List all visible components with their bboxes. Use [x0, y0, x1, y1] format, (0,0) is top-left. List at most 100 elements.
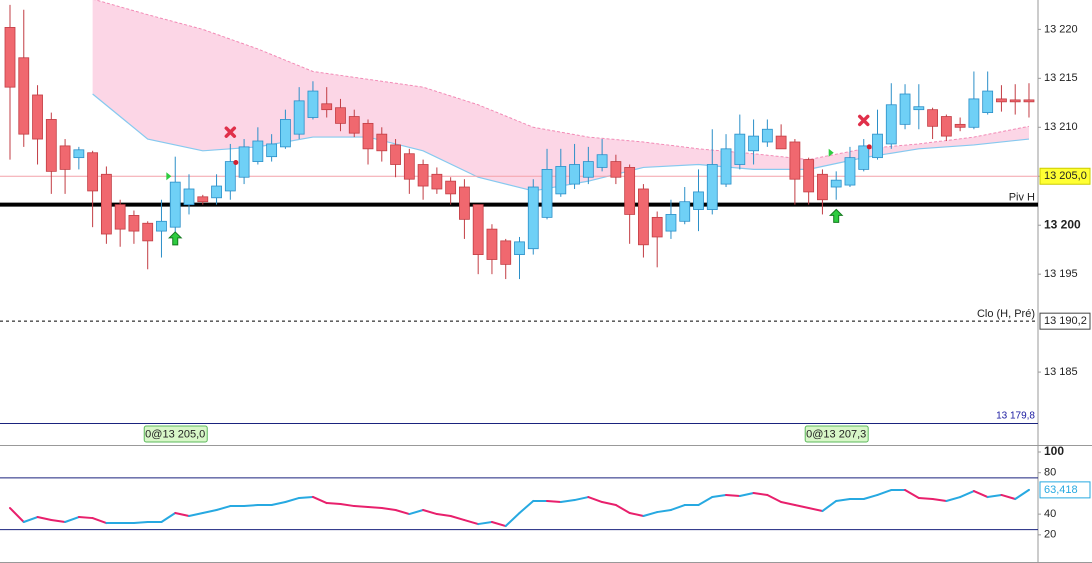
candle-body: [720, 148, 732, 185]
candle-body: [335, 107, 346, 124]
candle-body: [996, 98, 1007, 103]
candle-body: [830, 179, 842, 188]
rsi-tick-label: 100: [1044, 444, 1064, 458]
rsi-value-label: 63,418: [1044, 484, 1078, 496]
candle-body: [858, 145, 870, 170]
rsi-segment: [449, 514, 466, 522]
y-tick-label: 13 210: [1044, 121, 1078, 133]
scale-min-label: 13 179,8: [996, 411, 1035, 422]
rsi-segment: [793, 504, 810, 510]
candle-body: [348, 116, 360, 134]
y-tick-label: 13 185: [1044, 366, 1078, 378]
candle-body: [114, 204, 126, 230]
rsi-segment: [160, 511, 177, 523]
rsi-segment: [298, 495, 314, 499]
candle-body: [169, 181, 181, 228]
candle-body: [555, 166, 567, 195]
rsi-segment: [504, 511, 521, 528]
candle-body: [651, 216, 663, 238]
signal-triangle: [166, 172, 172, 181]
candle-body: [100, 173, 112, 235]
trade-label: 0@13 205,0: [145, 428, 205, 440]
buy-arrow: [828, 208, 844, 223]
candle-body: [293, 100, 305, 135]
candle-body: [789, 141, 801, 180]
candle-body: [403, 153, 415, 180]
candle-body: [775, 135, 787, 150]
y-tick-label: 13 195: [1044, 268, 1078, 280]
y-tick-label: 13 220: [1044, 23, 1078, 35]
rsi-segment: [435, 513, 452, 517]
candle-body: [913, 106, 925, 111]
rsi-segment: [284, 496, 301, 504]
candle-body: [18, 57, 30, 135]
rsi-segment: [174, 511, 191, 517]
rsi-segment: [463, 519, 480, 526]
candle-body: [610, 161, 622, 178]
band-upper: [94, 0, 1030, 161]
rsi-segment: [752, 492, 769, 496]
rsi-segment: [64, 516, 80, 523]
candle-body: [376, 133, 388, 152]
rsi-segment: [91, 517, 108, 525]
rsi-segment: [339, 502, 356, 508]
candle-body: [968, 98, 980, 128]
rsi-segment: [642, 511, 659, 517]
candle-body: [954, 123, 966, 128]
rsi-segment: [656, 508, 672, 514]
candle-body: [1023, 99, 1035, 103]
rsi-segment: [835, 498, 851, 502]
rsi-segment: [243, 504, 259, 508]
rsi-segment: [669, 504, 686, 511]
rsi-segment: [986, 493, 1003, 499]
price-line-name: Clo (H, Pré): [977, 308, 1035, 320]
rsi-segment: [862, 493, 879, 501]
candle-body: [59, 145, 71, 170]
rsi-segment: [766, 493, 783, 504]
rsi-segment: [904, 489, 920, 499]
rsi-segment: [50, 519, 67, 523]
candle-body: [899, 93, 911, 125]
candle-body: [803, 159, 815, 193]
buy-arrow: [168, 231, 183, 246]
candle-body: [748, 135, 759, 152]
candle-body: [45, 119, 57, 172]
candle-body: [224, 161, 236, 192]
rsi-segment: [518, 499, 535, 514]
y-tick-label: 13 215: [1044, 72, 1078, 84]
trade-box: [804, 425, 869, 443]
candle-body: [817, 173, 828, 201]
rsi-segment: [490, 520, 507, 528]
signal-dot: [233, 160, 239, 166]
rsi-segment: [546, 499, 562, 504]
trade-box: [143, 425, 208, 443]
rsi-segment: [711, 493, 728, 499]
rsi-segment: [215, 505, 232, 511]
candle-body: [500, 240, 512, 265]
price-line-name: Piv H: [1009, 192, 1035, 204]
candle-body: [252, 140, 264, 162]
rsi-segment: [394, 508, 411, 516]
candle-body: [183, 188, 195, 206]
rsi-segment: [311, 495, 328, 505]
rsi-segment: [807, 507, 824, 513]
rsi-segment: [587, 496, 604, 504]
rsi-segment: [36, 516, 53, 522]
rsi-segment: [614, 504, 631, 514]
candle-body: [472, 204, 484, 255]
rsi-segment: [972, 490, 989, 499]
rsi-segment: [959, 490, 975, 499]
candle-body: [679, 201, 691, 222]
candle-body: [734, 133, 746, 165]
rsi-segment: [380, 507, 397, 511]
rsi-segment: [738, 492, 755, 498]
rsi-tick-label: 20: [1044, 529, 1056, 541]
candle-body: [238, 146, 250, 178]
price-label: 13 205,0: [1044, 170, 1087, 182]
exit-cross: [857, 114, 870, 127]
rsi-segment: [917, 496, 934, 501]
rsi-segment: [573, 496, 590, 502]
candle-body: [417, 164, 429, 187]
rsi-segment: [201, 508, 218, 514]
candle-body: [872, 133, 883, 159]
